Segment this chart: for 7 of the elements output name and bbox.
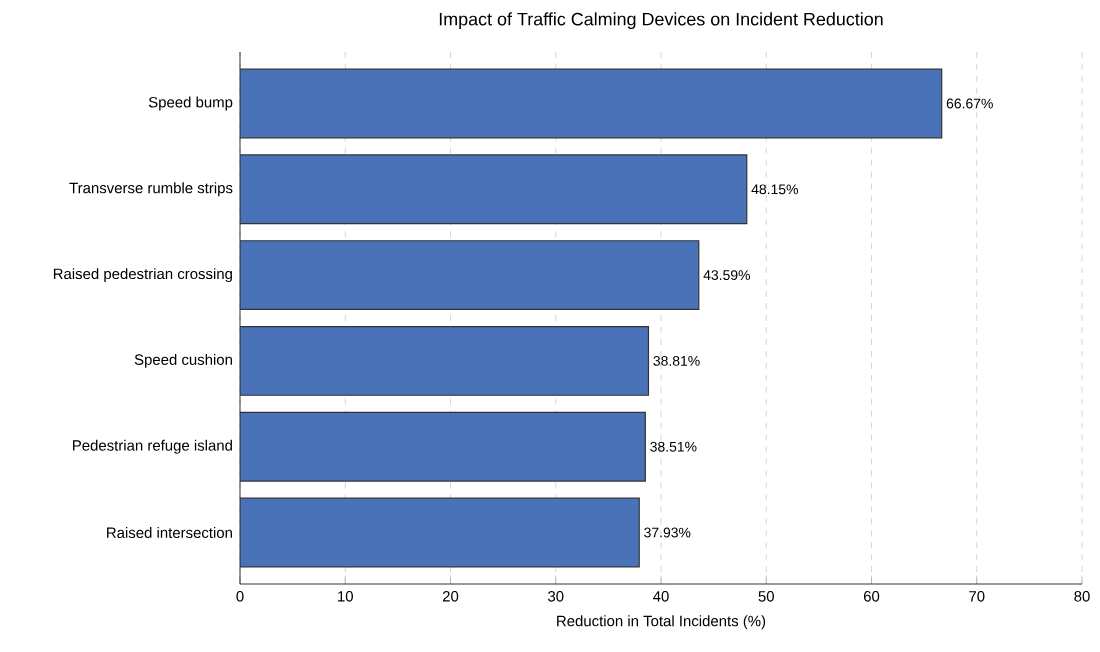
bar <box>240 411 646 482</box>
bar <box>240 497 640 568</box>
chart-title: Impact of Traffic Calming Devices on Incident Reduction <box>439 12 883 29</box>
bar <box>240 325 650 396</box>
bar <box>240 240 700 311</box>
bar <box>240 68 943 139</box>
bar <box>240 154 748 225</box>
